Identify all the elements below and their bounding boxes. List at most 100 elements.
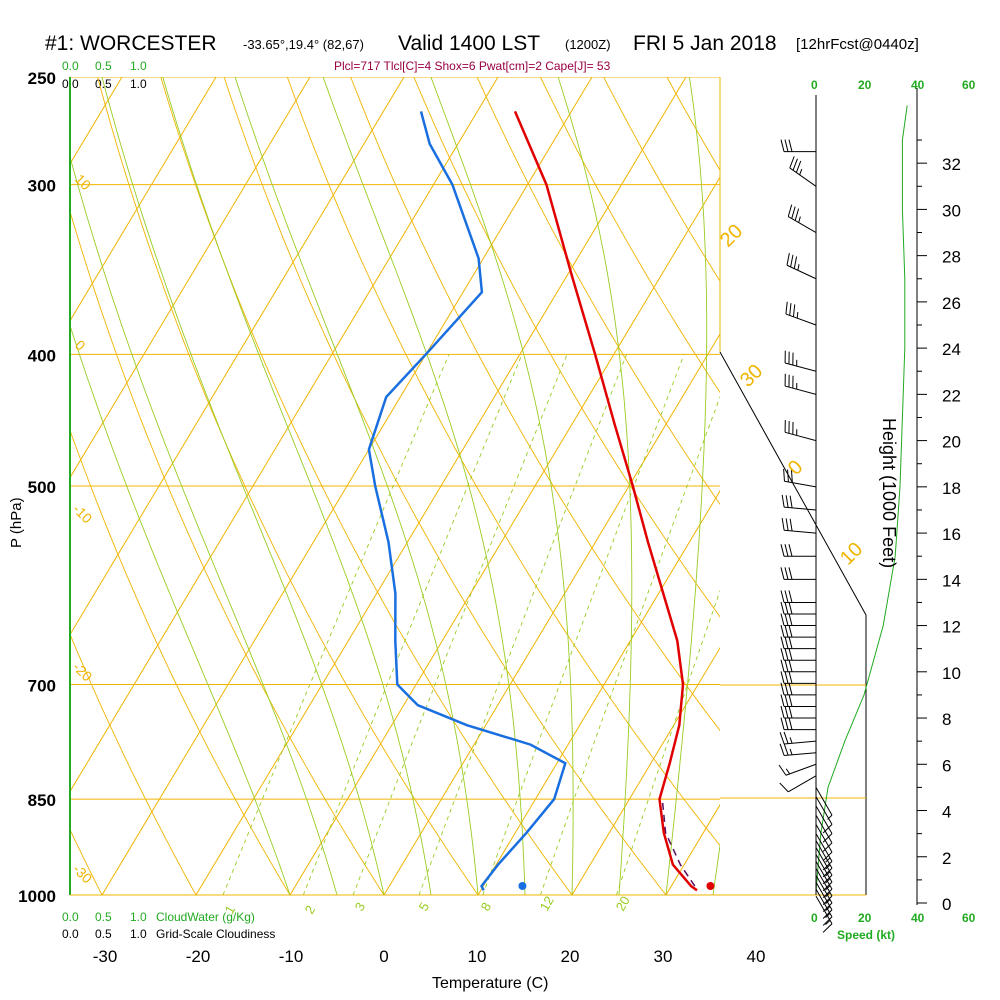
wind-barb-staff [786,264,817,280]
wind-barb-half-flag [825,913,831,919]
wind-barb-half-flag [798,216,801,223]
wind-barb-half-flag [827,814,833,820]
wind-barb-flag [780,671,785,684]
wind-barb-staff [784,385,817,395]
height-tick-24: 24 [942,340,961,359]
wind-barb [780,567,816,580]
isotherm--40 [70,77,499,793]
moist-adiabat-5 [162,77,432,895]
wind-barb-half-flag [825,906,831,912]
wind-barb-flag [784,601,789,615]
speed-bottom-20: 20 [858,911,872,925]
moist-adiabat-25 [557,77,633,895]
wind-barb [780,705,816,719]
surface-temperature-dot [706,882,715,890]
wind-barb-flag [787,204,793,217]
speed-bottom-40: 40 [911,911,925,925]
wind-barb-staff [784,752,817,757]
isotherm--90 [0,77,28,895]
moist-adiabat-15 [322,77,526,895]
wind-barb-flag [788,139,793,152]
wind-barb-flag [784,613,789,626]
wind-barb-flag [781,494,785,508]
wind-barb [780,717,816,731]
height-tick-2: 2 [942,849,951,868]
wind-barb-flag [822,874,833,885]
pressure-tick-850: 850 [28,791,56,810]
wind-barb [789,156,817,187]
dry-adiabat-30 [223,77,667,895]
height-tick-4: 4 [942,803,951,822]
temp-tick-20: 20 [561,947,580,966]
wind-barb-flag [792,158,798,171]
speed-profile-line [815,105,908,892]
parcel-path [661,799,696,887]
wind-barb-flag [788,590,793,603]
wind-barb-flag [791,206,796,219]
wind-barb-flag [780,601,785,615]
wind-barb-staff [788,775,817,793]
pressure-tick-1000: 1000 [18,887,56,906]
cloud-top-green-0: 0.0 [62,59,79,73]
forecast-label: [12hrFcst@0440z] [796,36,919,53]
wind-barb-flag [780,717,785,730]
height-tick-22: 22 [942,386,961,405]
mixing-ratio-label: 2 [302,903,319,917]
wind-barb-flag [822,895,833,905]
wind-barb-flag [784,648,789,661]
wind-barb-half-flag [825,885,831,891]
cloud-bottom-green-1: 0.5 [95,910,112,924]
wind-barb [815,787,833,820]
height-tick-12: 12 [942,618,961,637]
cloud-top-green-2: 1.0 [130,59,147,73]
wind-barb-flag [788,717,793,730]
wind-barb-flag [780,648,785,661]
wind-barb-flag [785,301,788,315]
wind-barb-flag [784,567,789,580]
dry-adiabat-label: 10 [72,171,94,193]
wind-barb-staff [789,167,817,187]
wind-barb-flag [789,518,793,532]
dry-adiabat-label: -20 [70,659,96,685]
moist-adiabat-10 [234,77,479,895]
wind-barb-flag [822,902,833,912]
wind-barb [783,468,817,488]
wind-barb-half-flag [796,311,799,319]
temp-tick-10: 10 [468,947,487,966]
wind-barb-flag [822,842,833,852]
cloud-bottom-black-2: 1.0 [130,927,147,941]
moist-adiabat-35 [712,842,720,895]
date-label: FRI 5 Jan 2018 [633,32,777,55]
cloud-scale-bottom: 0.0 0.5 1.0 CloudWater (g/Kg) 0.0 0.5 1.… [62,910,275,941]
wind-barb-flag [780,636,785,649]
sounding-profiles [367,110,715,892]
wind-barb-flag [780,613,785,626]
speed-scale: 0 20 40 60 0 20 40 60 Speed (kt) [811,78,976,942]
speed-label: Speed (kt) [837,928,895,942]
wind-barb [780,682,816,696]
mixing-ratio-label: 3 [352,900,369,914]
mixing-ratio-8 [482,354,685,895]
speed-bottom-60: 60 [962,911,976,925]
pressure-tick-700: 700 [28,677,56,696]
dry-adiabat--40 [0,77,8,895]
wind-barb-flag [788,613,793,626]
wind-barb [785,301,817,326]
wind-barb [779,775,817,793]
wind-barb-half-flag [825,857,831,863]
wind-barb-flag [780,694,785,707]
isotherm-50 [854,77,1000,895]
dry-adiabat-20 [160,77,573,895]
dry-adiabat-label: -10 [70,501,96,527]
wind-barb-flag [784,694,789,707]
wind-barb [780,648,816,661]
height-tick-16: 16 [942,525,961,544]
wind-barb-staff [784,506,817,511]
height-tick-26: 26 [942,294,961,313]
isotherm--10 [289,176,720,895]
wind-barb-half-flag [825,871,831,877]
isotherm--30 [101,77,593,895]
wind-barb-flag [793,256,798,269]
mixing-ratio-label: 12 [537,893,557,913]
dry-adiabat-label: 20 [716,220,747,251]
